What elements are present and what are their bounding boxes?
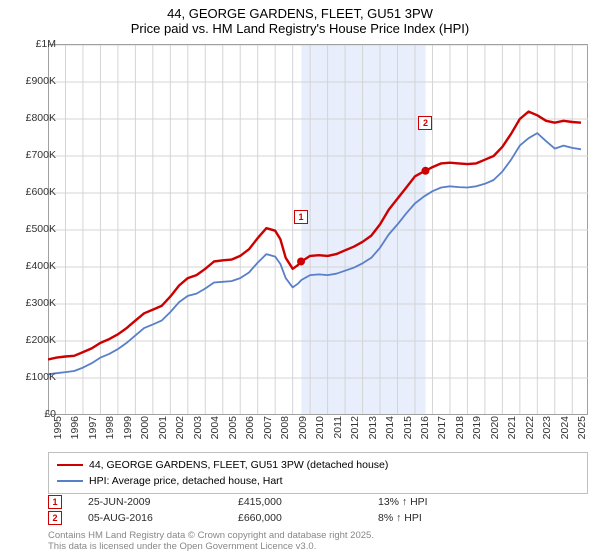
title-address: 44, GEORGE GARDENS, FLEET, GU51 3PW (0, 6, 600, 21)
x-tick-label: 2020 (489, 416, 501, 439)
x-tick-label: 2001 (157, 416, 169, 439)
x-tick-label: 2003 (192, 416, 204, 439)
x-tick-label: 2011 (332, 416, 344, 439)
x-tick-label: 2013 (367, 416, 379, 439)
legend-label: 44, GEORGE GARDENS, FLEET, GU51 3PW (det… (89, 459, 388, 471)
x-tick-label: 1995 (52, 416, 64, 439)
marker-row-1: 1 25-JUN-2009 £415,000 13% ↑ HPI (48, 494, 588, 510)
x-tick-label: 2008 (279, 416, 291, 439)
x-tick-label: 2017 (436, 416, 448, 439)
chart-marker-label: 1 (294, 210, 308, 224)
legend-item-series1: 44, GEORGE GARDENS, FLEET, GU51 3PW (det… (57, 457, 579, 473)
x-tick-label: 1996 (69, 416, 81, 439)
y-tick-label: £200K (26, 334, 56, 346)
marker-table: 1 25-JUN-2009 £415,000 13% ↑ HPI 2 05-AU… (48, 494, 588, 526)
marker-row-2: 2 05-AUG-2016 £660,000 8% ↑ HPI (48, 510, 588, 526)
x-tick-label: 2007 (262, 416, 274, 439)
x-tick-label: 2023 (541, 416, 553, 439)
marker-price: £415,000 (238, 496, 378, 508)
chart-title-block: 44, GEORGE GARDENS, FLEET, GU51 3PW Pric… (0, 0, 600, 38)
legend-item-series2: HPI: Average price, detached house, Hart (57, 473, 579, 489)
footer-line1: Contains HM Land Registry data © Crown c… (48, 530, 374, 541)
marker-number-box: 2 (48, 511, 62, 525)
marker-price: £660,000 (238, 512, 378, 524)
x-tick-label: 2016 (419, 416, 431, 439)
y-tick-label: £800K (26, 112, 56, 124)
y-tick-label: £300K (26, 297, 56, 309)
marker-date: 05-AUG-2016 (88, 512, 238, 524)
x-tick-label: 2002 (174, 416, 186, 439)
x-tick-label: 2006 (244, 416, 256, 439)
y-tick-label: £100K (26, 371, 56, 383)
chart-svg (48, 45, 588, 415)
legend-label: HPI: Average price, detached house, Hart (89, 475, 283, 487)
x-tick-label: 2019 (471, 416, 483, 439)
legend-swatch-red (57, 464, 83, 466)
x-tick-label: 2022 (524, 416, 536, 439)
x-tick-label: 2018 (454, 416, 466, 439)
x-tick-label: 1999 (122, 416, 134, 439)
y-tick-label: £700K (26, 149, 56, 161)
legend: 44, GEORGE GARDENS, FLEET, GU51 3PW (det… (48, 452, 588, 494)
x-tick-label: 2000 (139, 416, 151, 439)
marker-pct: 13% ↑ HPI (378, 496, 588, 508)
x-tick-label: 2004 (209, 416, 221, 439)
x-tick-label: 2015 (402, 416, 414, 439)
x-tick-label: 2025 (576, 416, 588, 439)
y-tick-label: £600K (26, 186, 56, 198)
x-tick-label: 2009 (297, 416, 309, 439)
chart-marker-label: 2 (418, 116, 432, 130)
marker-date: 25-JUN-2009 (88, 496, 238, 508)
footer-line2: This data is licensed under the Open Gov… (48, 541, 374, 552)
title-subtitle: Price paid vs. HM Land Registry's House … (0, 21, 600, 36)
x-tick-label: 2010 (314, 416, 326, 439)
x-tick-label: 2012 (349, 416, 361, 439)
marker-number-box: 1 (48, 495, 62, 509)
footer-attribution: Contains HM Land Registry data © Crown c… (48, 530, 374, 553)
x-tick-label: 1998 (104, 416, 116, 439)
x-tick-label: 2014 (384, 416, 396, 439)
x-tick-label: 2021 (506, 416, 518, 439)
chart-area: 12 (48, 44, 588, 414)
y-tick-label: £500K (26, 223, 56, 235)
y-tick-label: £900K (26, 75, 56, 87)
y-tick-label: £1M (36, 38, 56, 50)
x-tick-label: 1997 (87, 416, 99, 439)
x-tick-label: 2005 (227, 416, 239, 439)
y-tick-label: £400K (26, 260, 56, 272)
legend-swatch-blue (57, 480, 83, 482)
marker-pct: 8% ↑ HPI (378, 512, 588, 524)
x-tick-label: 2024 (559, 416, 571, 439)
